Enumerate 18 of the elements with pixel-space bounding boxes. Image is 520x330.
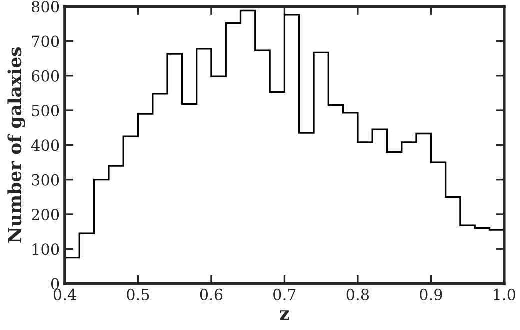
y-tick-label: 400 xyxy=(31,140,60,152)
x-tick-label: 0.4 xyxy=(54,288,76,300)
x-tick-label: 0.7 xyxy=(274,288,296,300)
x-tick-label: 0.5 xyxy=(127,288,150,300)
y-tick-label: 300 xyxy=(32,174,60,186)
x-tick-label: 0.9 xyxy=(420,288,442,300)
y-tick-label: 500 xyxy=(32,105,60,117)
y-tick-label: 800 xyxy=(32,1,60,13)
y-tick-label: 700 xyxy=(32,36,60,48)
x-tick-label: 1.0 xyxy=(494,288,516,300)
y-tick-label: 200 xyxy=(32,208,60,221)
y-axis-title: Number of galaxies xyxy=(8,47,26,243)
x-tick-label: 0.6 xyxy=(200,288,223,300)
y-tick-label: 600 xyxy=(32,70,60,82)
y-tick-label: 0 xyxy=(51,278,60,290)
y-tick-label: 100 xyxy=(32,244,60,256)
x-tick-label: 0.8 xyxy=(346,288,370,300)
x-axis-title: z xyxy=(280,310,290,320)
